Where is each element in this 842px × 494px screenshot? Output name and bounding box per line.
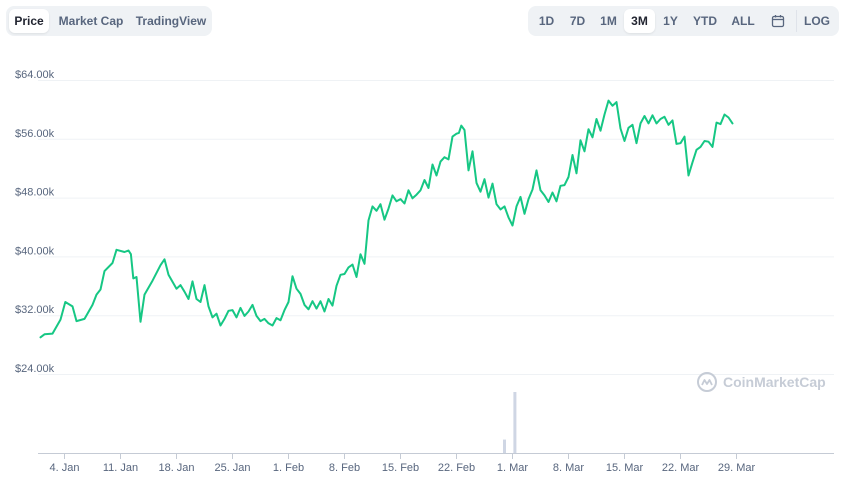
range-all-button[interactable]: ALL [731,14,755,28]
range-7d-button[interactable]: 7D [569,14,586,28]
watermark-text: CoinMarketCap [723,374,826,390]
calendar-button[interactable] [762,9,794,33]
x-tick-label: 22. Mar [662,462,700,474]
calendar-icon [771,15,785,28]
x-tick-label: 15. Mar [606,462,644,474]
view-toggle: Price Market Cap TradingView [6,6,212,36]
x-tick-label: 8. Feb [329,462,360,474]
range-1d-button[interactable]: 1D [538,14,555,28]
x-tick-label: 18. Jan [158,462,194,474]
y-tick-label: $64.00k [15,69,55,81]
toolbar-divider [796,10,797,32]
y-tick-label: $24.00k [15,363,55,375]
tab-market-cap[interactable]: Market Cap [58,14,124,28]
range-toggle: 1D 7D 1M 3M 1Y YTD ALL LOG [528,6,839,36]
volume-bar [513,392,517,453]
tab-price[interactable]: Price [9,9,49,33]
range-1y-button[interactable]: 1Y [663,14,678,28]
x-tick-label: 1. Feb [273,462,304,474]
range-1m-button[interactable]: 1M [600,14,617,28]
y-tick-label: $32.00k [15,304,55,316]
range-ytd-button[interactable]: YTD [693,14,717,28]
x-tick-label: 15. Feb [382,462,419,474]
x-tick-label: 8. Mar [553,462,585,474]
y-tick-label: $48.00k [15,187,55,199]
y-axis: $64.00k $56.00k $48.00k $40.00k $32.00k $24.0… [15,69,55,375]
x-axis: 4. Jan 11. Jan 18. Jan 25. Jan 1. Feb 8. Feb 1… [50,454,756,474]
coinmarketcap-logo-icon [697,372,717,392]
volume-bars [503,392,517,453]
x-tick-label: 22. Feb [438,462,475,474]
x-tick-label: 4. Jan [50,462,80,474]
y-tick-label: $56.00k [15,128,55,140]
x-tick-label: 11. Jan [103,462,138,474]
x-tick-label: 29. Mar [718,462,756,474]
tab-tradingview[interactable]: TradingView [135,14,207,28]
x-tick-label: 25. Jan [214,462,250,474]
range-3m-button[interactable]: 3M [624,9,655,33]
watermark: CoinMarketCap [697,372,826,392]
volume-bar [503,439,506,453]
log-scale-button[interactable]: LOG [804,14,830,28]
chart-grid [38,80,834,375]
price-series-line [39,99,734,339]
x-tick-label: 1. Mar [497,462,529,474]
y-tick-label: $40.00k [15,245,55,257]
